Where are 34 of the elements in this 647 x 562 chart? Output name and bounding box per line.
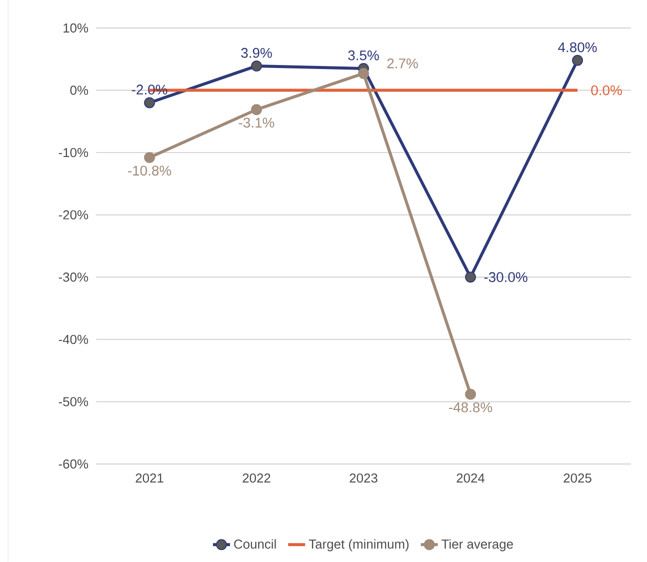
point xyxy=(465,388,476,400)
point xyxy=(251,60,262,72)
data-label: -30.0% xyxy=(484,272,528,282)
data-label: 0.0% xyxy=(591,85,622,96)
y-tick-label: -10% xyxy=(58,148,88,158)
point xyxy=(144,97,155,108)
data-label: -48.8% xyxy=(449,402,492,412)
legend-label: Council xyxy=(234,539,276,549)
data-label: -3.1% xyxy=(238,118,274,128)
point xyxy=(358,68,369,79)
y-tick-label: -50% xyxy=(58,397,88,406)
y-tick-label: -40% xyxy=(58,334,88,344)
point xyxy=(251,104,262,116)
point xyxy=(465,272,476,283)
data-label: 4.80% xyxy=(558,42,597,52)
data-label: 2.7% xyxy=(387,58,418,68)
legend-label: Target (minimum) xyxy=(308,539,409,552)
data-label: 3.9% xyxy=(241,48,272,58)
y-tick-label: -30% xyxy=(58,272,88,282)
point xyxy=(144,152,155,164)
y-tick-label: -60% xyxy=(58,459,88,469)
data-label: -2.0% xyxy=(132,84,168,95)
x-tick-label: 2023 xyxy=(350,473,378,483)
x-tick-label: 2024 xyxy=(456,473,485,483)
legend-label: Tier average xyxy=(442,539,513,552)
point xyxy=(572,54,583,66)
x-tick-label: 2021 xyxy=(136,473,164,483)
x-tick-label: 2022 xyxy=(242,473,270,483)
y-tick-label: -20% xyxy=(58,210,88,220)
x-tick-label: 2025 xyxy=(564,473,592,483)
y-tick-label: 10% xyxy=(64,23,88,33)
data-label: 3.5% xyxy=(348,50,379,60)
data-label: -10.8% xyxy=(128,166,172,176)
y-tick-label: 0% xyxy=(70,86,88,95)
